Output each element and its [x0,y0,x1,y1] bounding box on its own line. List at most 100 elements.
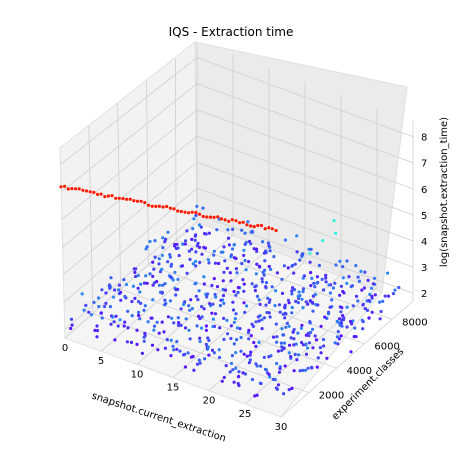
data-point [309,284,313,288]
data-point [194,264,198,268]
data-point [126,326,130,330]
data-point [301,306,305,310]
data-point [137,310,141,314]
data-point [197,245,202,249]
data-point [172,321,176,325]
data-point [217,355,222,360]
data-point [255,249,259,253]
data-point [367,299,371,303]
data-point [125,340,129,344]
data-point [315,251,319,256]
data-point [123,294,127,299]
data-point [104,291,108,295]
data-point [277,303,282,307]
data-point [232,342,236,346]
data-point [212,249,216,253]
data-point [282,346,286,351]
data-point [280,327,284,331]
data-point [397,285,401,290]
data-point [110,194,114,198]
data-point [247,260,251,264]
data-point [249,334,253,338]
data-point [270,227,274,231]
data-point [393,288,397,292]
data-point [263,259,267,263]
data-point [291,330,295,334]
data-point [222,245,226,249]
x-gridline [244,287,378,405]
data-point [164,301,168,306]
data-point [260,327,264,331]
data-point [197,289,201,293]
data-point [370,294,374,298]
data-point [95,324,99,328]
data-point [197,223,201,227]
data-point [109,322,113,326]
x-tick-label: 10 [131,369,144,380]
data-point [205,215,209,219]
data-point [74,187,78,191]
z-tick-label: 5 [421,211,427,222]
data-point [210,311,214,315]
data-point [264,281,269,285]
data-point [230,354,234,358]
data-point [183,239,188,243]
data-point [207,231,211,235]
data-point [59,185,63,189]
data-point [180,264,185,268]
data-point [254,344,258,348]
data-point [188,308,192,312]
data-point [187,249,191,253]
data-point [277,370,281,374]
data-point [225,266,229,270]
data-point [275,271,279,275]
data-point [111,315,115,319]
data-point [267,226,271,230]
data-point [356,299,360,303]
data-point [232,320,236,324]
data-point [234,366,238,370]
data-point [239,335,243,340]
data-point [107,283,112,287]
data-point [286,298,290,302]
data-point [232,243,236,247]
z-tick-label: 2 [421,289,427,300]
data-point [337,321,341,325]
data-point [179,323,183,327]
data-point [264,285,268,289]
data-point [232,380,236,384]
data-point [140,351,144,355]
data-point [322,344,326,348]
data-point [311,294,315,298]
data-point [174,246,178,251]
data-point [92,190,96,194]
data-point [349,350,353,354]
data-point [262,355,266,359]
data-point [300,297,304,301]
data-point [258,314,262,318]
data-point [287,324,291,328]
data-point [272,335,276,339]
data-point [228,370,232,374]
data-point [182,302,186,307]
data-point [92,300,96,304]
data-point [236,381,240,386]
data-point [368,292,372,296]
data-point [334,231,338,235]
data-point [350,322,354,326]
data-point [231,227,235,231]
data-point [149,316,153,320]
data-point [117,283,121,287]
data-point [290,386,294,390]
data-point [138,290,142,294]
data-point [366,278,370,282]
data-point [232,256,236,260]
data-point [311,346,315,350]
data-point [341,265,345,269]
data-point [100,288,104,292]
data-point [332,219,336,223]
data-point [200,315,204,319]
data-point [186,351,190,355]
data-point [135,199,140,203]
data-point [238,221,242,225]
